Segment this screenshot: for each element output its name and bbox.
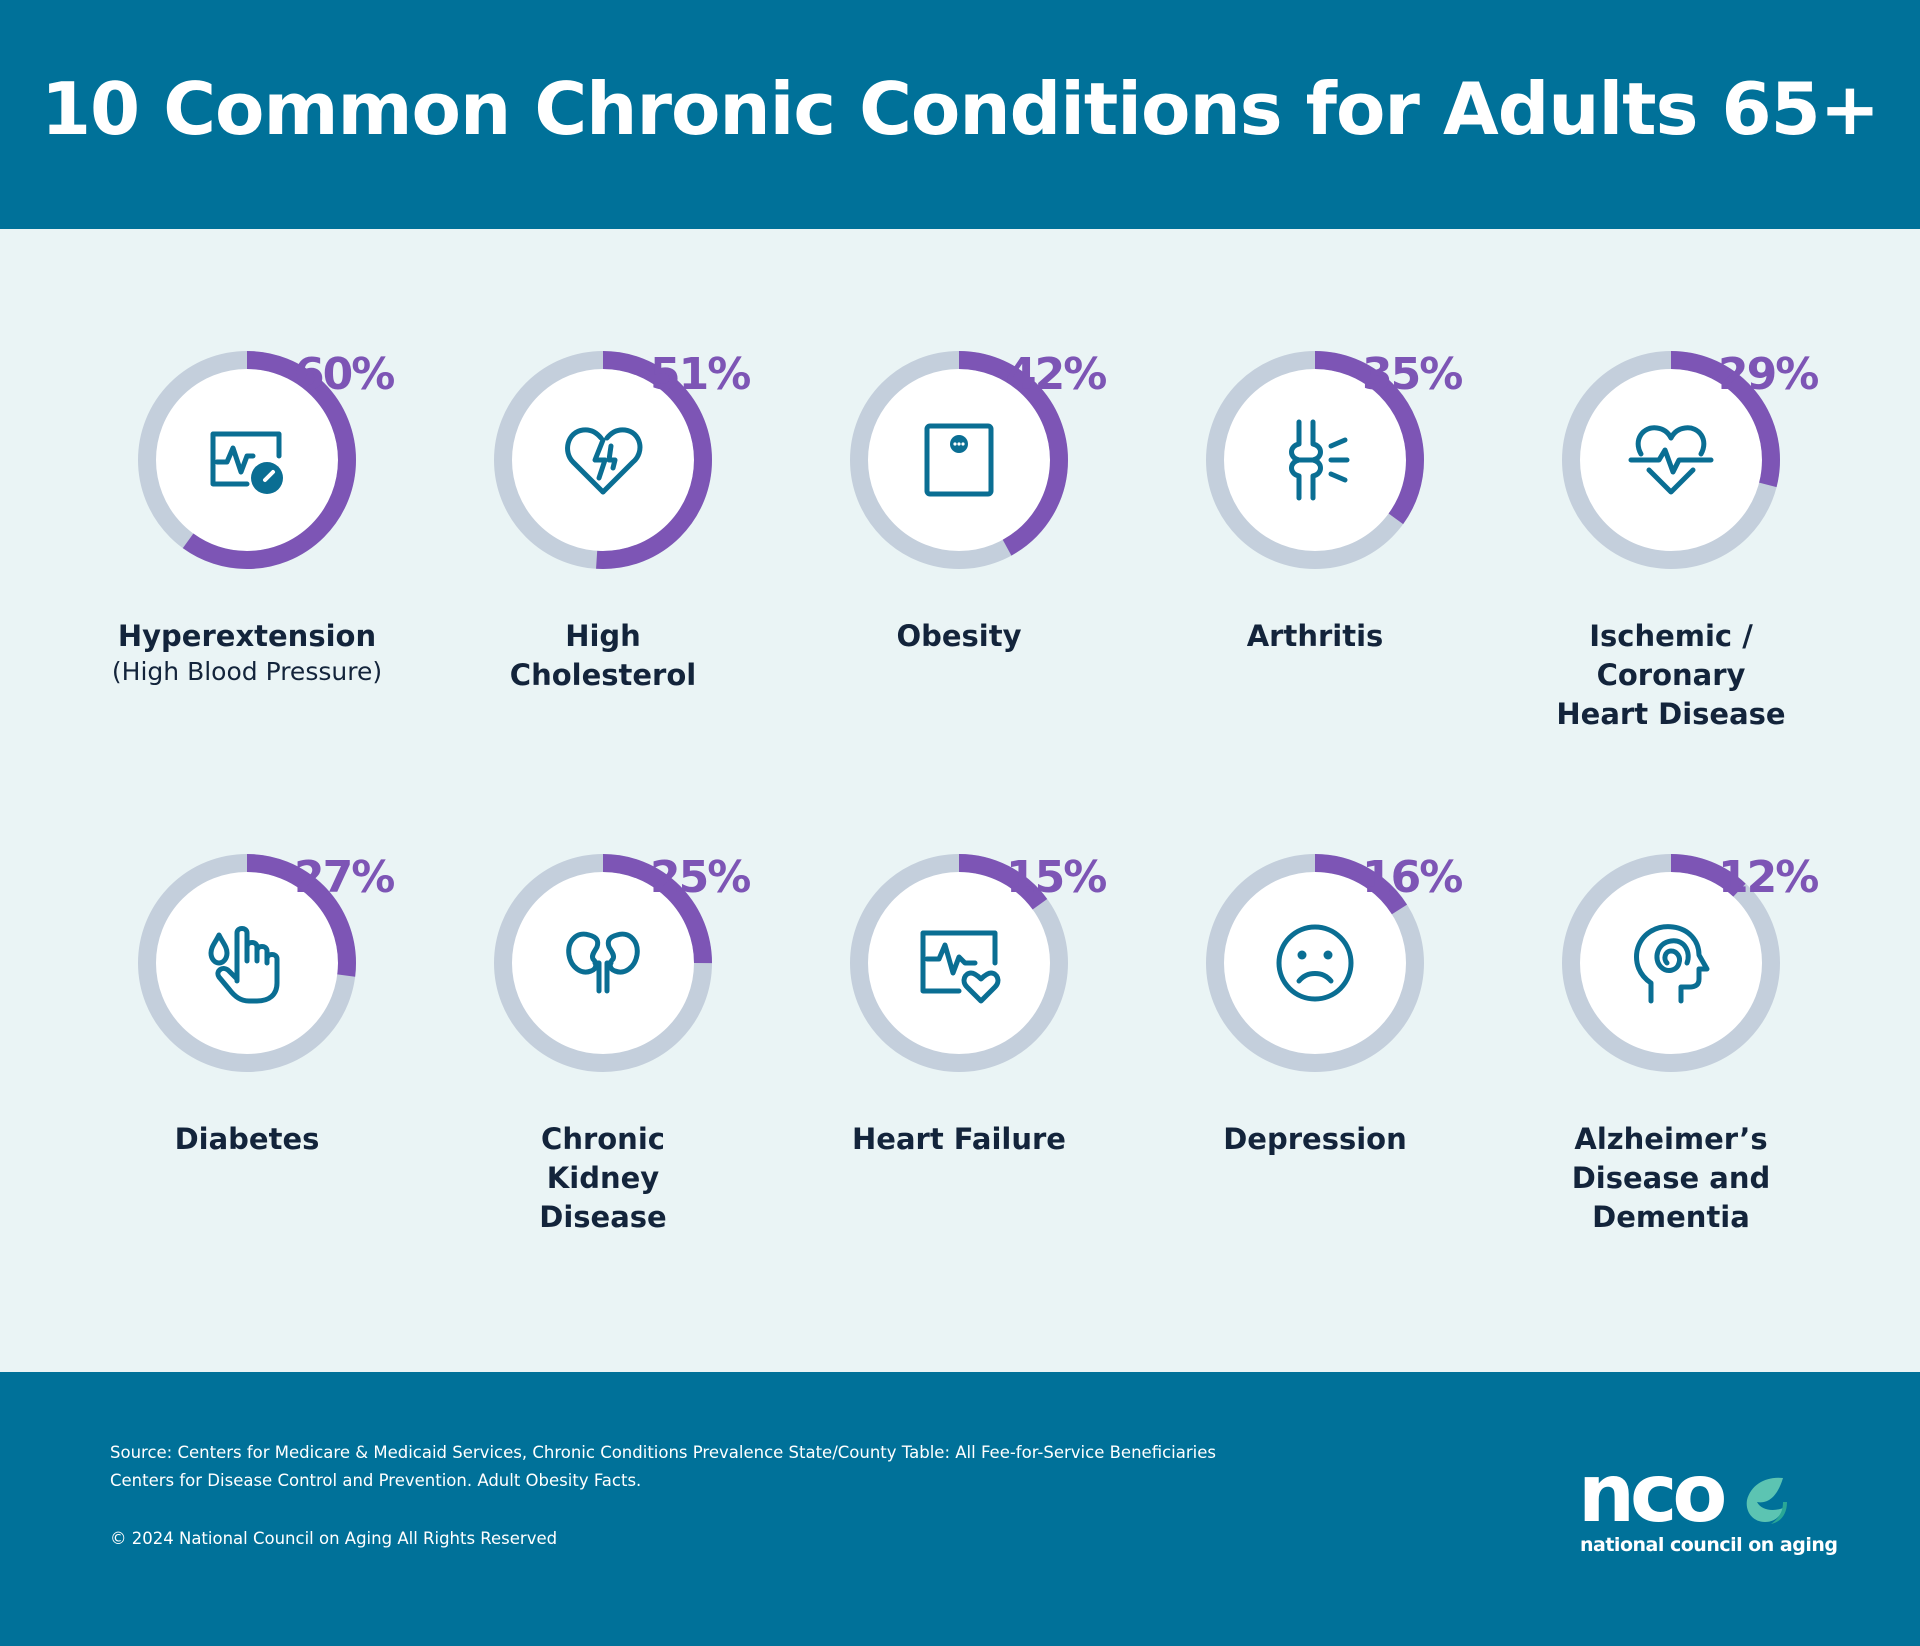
condition-name: Heart Failure: [852, 1122, 1066, 1156]
condition-item: 15% Heart Failure: [781, 732, 1137, 1212]
logo-leaf-icon: [1746, 1477, 1787, 1524]
condition-name: Depression: [1223, 1122, 1407, 1156]
condition-label: Alzheimer’s Disease and Dementia: [1571, 1120, 1771, 1237]
condition-sublabel: (High Blood Pressure): [111, 657, 383, 686]
condition-name: Chronic Kidney Disease: [539, 1122, 667, 1234]
condition-name: High Cholesterol: [509, 619, 697, 692]
condition-item: 27% Diabetes: [69, 732, 425, 1212]
kidneys-icon: [559, 919, 647, 1007]
donut-arc: [1206, 351, 1424, 569]
donut-arc: [138, 854, 356, 1072]
condition-name: Arthritis: [1246, 619, 1384, 653]
heart-monitor-icon: [915, 919, 1003, 1007]
condition-item: 51% High Cholesterol: [425, 229, 781, 709]
copyright: © 2024 National Council on Aging All Rig…: [110, 1529, 558, 1548]
condition-label: Heart Failure: [829, 1120, 1089, 1159]
condition-item: 25% Chronic Kidney Disease: [425, 732, 781, 1234]
sad-face-icon: [1271, 919, 1359, 1007]
logo-wordmark: nco: [1578, 1447, 1727, 1540]
donut-arc: [1562, 351, 1780, 569]
percent-label: 60%: [294, 349, 395, 400]
source-line-2: Centers for Disease Control and Preventi…: [110, 1471, 642, 1490]
condition-name: Ischemic / Coronary Heart Disease: [1556, 619, 1786, 731]
condition-item: 12% Alzheimer’s Disease and Dementia: [1493, 732, 1849, 1234]
condition-label: Hyperextension (High Blood Pressure): [107, 617, 387, 688]
source-text: Source: Centers for Medicare & Medicaid …: [110, 1439, 1216, 1495]
donut-arc: [494, 854, 712, 1072]
brain-head-icon: [1627, 919, 1715, 1007]
condition-name: Hyperextension: [117, 619, 377, 653]
blood-pressure-monitor-icon: [203, 416, 291, 504]
donut-arc: [138, 351, 356, 569]
percent-label: 42%: [1006, 349, 1107, 400]
donut-arc: [850, 351, 1068, 569]
percent-label: 35%: [1362, 349, 1463, 400]
condition-name: Obesity: [896, 619, 1022, 653]
condition-name: Alzheimer’s Disease and Dementia: [1571, 1122, 1771, 1234]
heartbeat-icon: [1627, 416, 1715, 504]
condition-item: 35% Arthritis: [1137, 229, 1493, 709]
percent-label: 16%: [1362, 852, 1463, 903]
donut-ring: [494, 854, 712, 1072]
condition-item: 16% Depression: [1137, 732, 1493, 1212]
percent-label: 12%: [1718, 852, 1819, 903]
condition-label: Ischemic / Coronary Heart Disease: [1546, 617, 1796, 734]
condition-label: Arthritis: [1185, 617, 1445, 656]
condition-name: Diabetes: [174, 1122, 320, 1156]
condition-item: 42% Obesity: [781, 229, 1137, 709]
conditions-grid: 60% Hyperextension (High Blood Pressure) 5…: [0, 229, 1920, 1372]
broken-heart-icon: [559, 416, 647, 504]
donut-ring: [850, 351, 1068, 569]
condition-label: High Cholesterol: [498, 617, 708, 695]
donut-arc: [1562, 854, 1780, 1072]
condition-label: Depression: [1185, 1120, 1445, 1159]
condition-label: Diabetes: [117, 1120, 377, 1159]
percent-label: 51%: [650, 349, 751, 400]
percent-label: 29%: [1718, 349, 1819, 400]
condition-label: Obesity: [829, 617, 1089, 656]
condition-item: 60% Hyperextension (High Blood Pressure): [69, 229, 425, 709]
condition-label: Chronic Kidney Disease: [483, 1120, 723, 1237]
page-title: 10 Common Chronic Conditions for Adults …: [40, 66, 1880, 151]
source-line-1: Source: Centers for Medicare & Medicaid …: [110, 1443, 1216, 1462]
percent-label: 27%: [294, 852, 395, 903]
blood-drop-finger-icon: [203, 919, 291, 1007]
percent-label: 15%: [1006, 852, 1107, 903]
percent-label: 25%: [650, 852, 751, 903]
ncoa-logo: nco national council on aging: [1578, 1454, 1838, 1562]
donut-ring: [1562, 854, 1780, 1072]
joint-icon: [1271, 416, 1359, 504]
donut-arc: [1206, 854, 1424, 1072]
donut-arc: [494, 351, 712, 569]
donut-ring: [1206, 854, 1424, 1072]
scale-icon: [915, 416, 1003, 504]
logo-tagline: national council on aging: [1580, 1534, 1838, 1556]
footer: Source: Centers for Medicare & Medicaid …: [0, 1372, 1920, 1646]
header: 10 Common Chronic Conditions for Adults …: [0, 0, 1920, 229]
condition-item: 29% Ischemic / Coronary Heart Disease: [1493, 229, 1849, 731]
donut-arc: [850, 854, 1068, 1072]
